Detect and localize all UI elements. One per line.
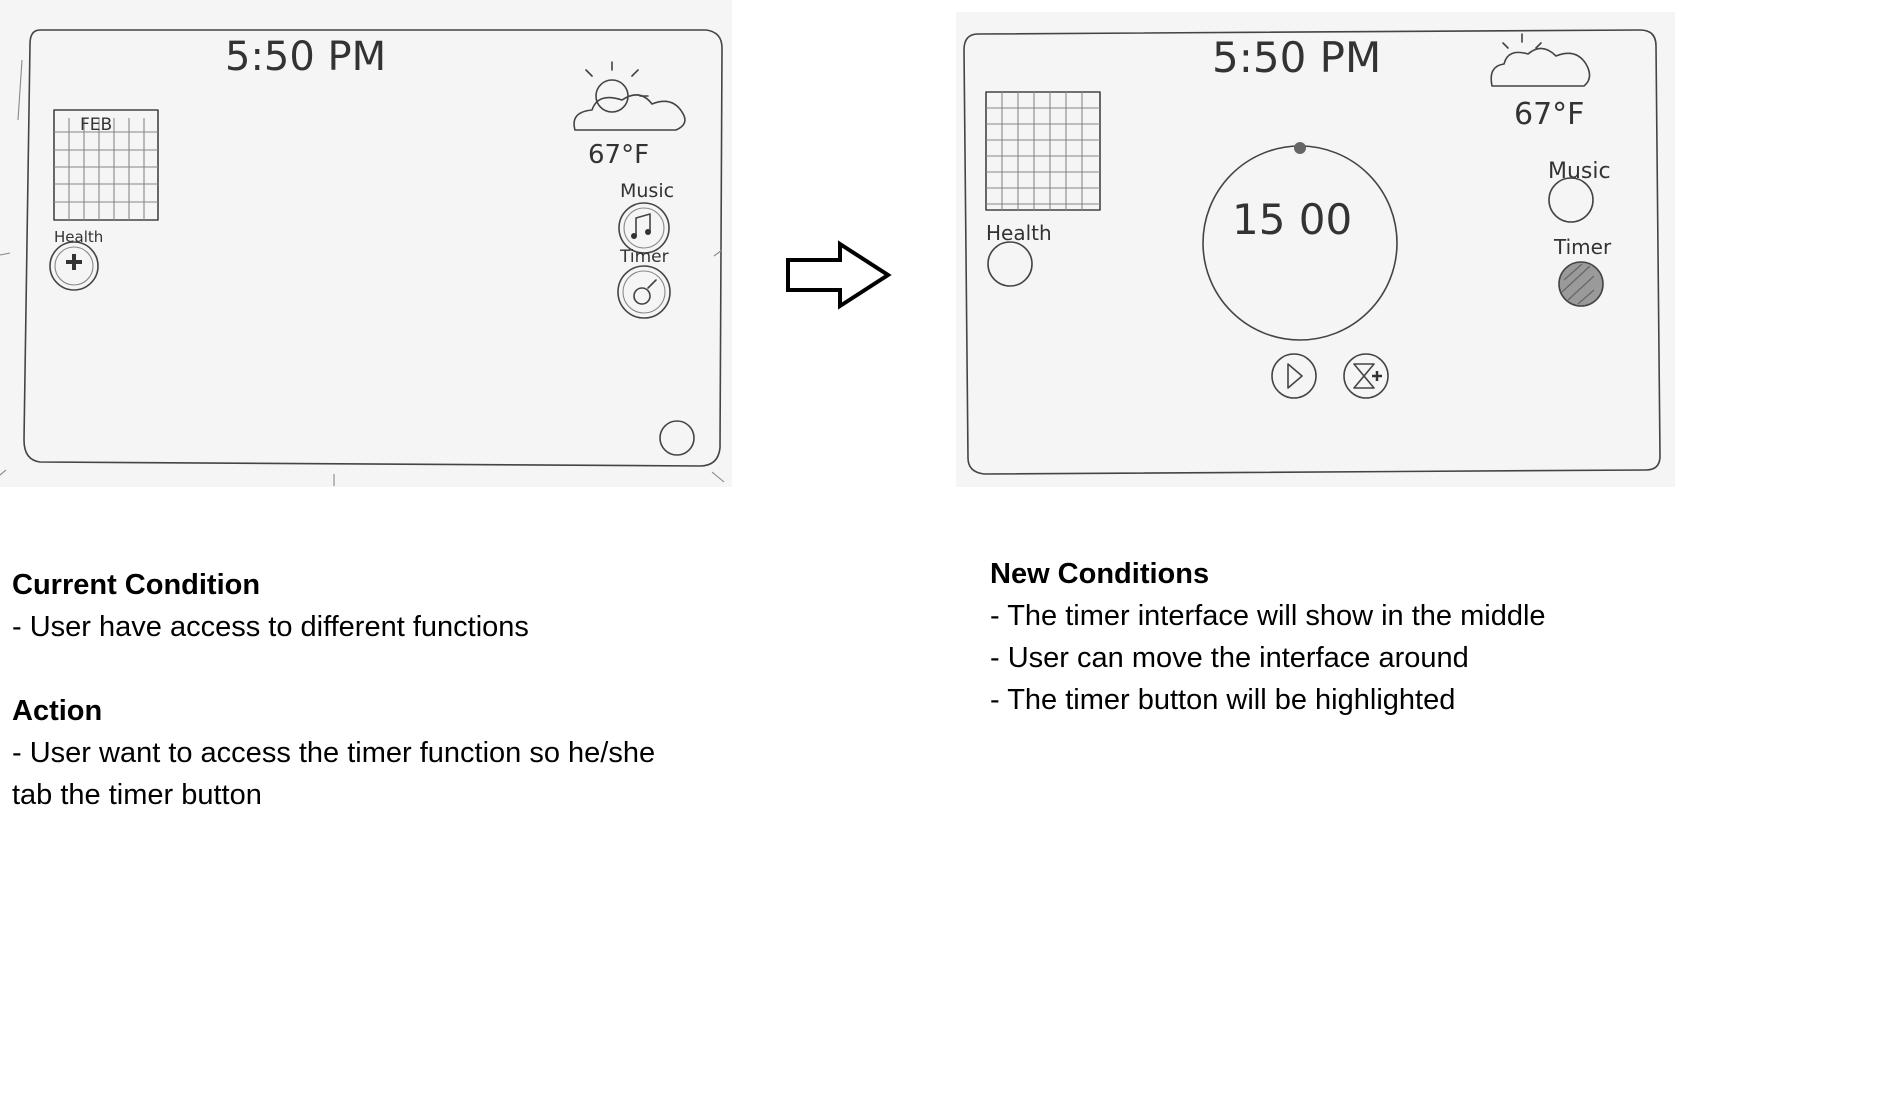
- weather-icon: [573, 61, 686, 131]
- calendar-widget[interactable]: FEB: [53, 109, 159, 221]
- timer-label: Timer: [619, 247, 669, 267]
- health-label: Health: [54, 228, 103, 246]
- weather-temperature: 67°F: [1514, 97, 1584, 132]
- new-conditions-notes: New Conditions - The timer interface wil…: [990, 553, 1890, 721]
- calendar-widget[interactable]: [985, 91, 1101, 211]
- weather-temperature: 67°F: [588, 140, 649, 170]
- weather-icon: [1490, 33, 1591, 87]
- new-conditions-line: - The timer button will be highlighted: [990, 684, 1456, 716]
- new-conditions-line: - User can move the interface around: [990, 642, 1469, 674]
- current-state-sketch: 5:50 PM FEB Health: [0, 0, 732, 487]
- music-button[interactable]: [1548, 177, 1594, 223]
- timer-add-button[interactable]: [1343, 353, 1389, 399]
- current-condition-line: - User have access to different function…: [12, 611, 529, 643]
- health-label: Health: [986, 221, 1052, 245]
- calendar-month: FEB: [80, 115, 112, 135]
- health-button[interactable]: [987, 241, 1033, 287]
- new-conditions-line: - The timer interface will show in the m…: [990, 600, 1546, 632]
- music-button[interactable]: [618, 202, 670, 254]
- clock-time: 5:50 PM: [1212, 33, 1381, 82]
- new-conditions-heading: New Conditions: [990, 558, 1210, 590]
- play-button[interactable]: [1271, 353, 1317, 399]
- current-condition-heading: Current Condition: [12, 569, 261, 601]
- action-line: - User want to access the timer function…: [12, 737, 656, 769]
- music-label: Music: [620, 180, 674, 202]
- health-button[interactable]: [49, 241, 99, 291]
- new-state-sketch: 5:50 PM Health: [956, 12, 1675, 487]
- device-frame: [23, 29, 723, 467]
- timer-value: 15 00: [1232, 195, 1352, 244]
- clock-time: 5:50 PM: [225, 34, 386, 80]
- timer-drag-handle[interactable]: [1294, 142, 1306, 154]
- timer-button-highlighted[interactable]: [1558, 261, 1604, 307]
- timer-label: Timer: [1553, 235, 1612, 259]
- home-button[interactable]: [659, 420, 695, 456]
- timer-button[interactable]: [617, 265, 671, 319]
- current-condition-notes: Current Condition - User have access to …: [12, 564, 772, 816]
- device-frame: [963, 29, 1661, 475]
- timer-dial[interactable]: 15 00: [1202, 142, 1398, 341]
- transition-arrow-icon: [786, 240, 892, 310]
- action-heading: Action: [12, 695, 103, 727]
- action-line: tab the timer button: [12, 779, 262, 811]
